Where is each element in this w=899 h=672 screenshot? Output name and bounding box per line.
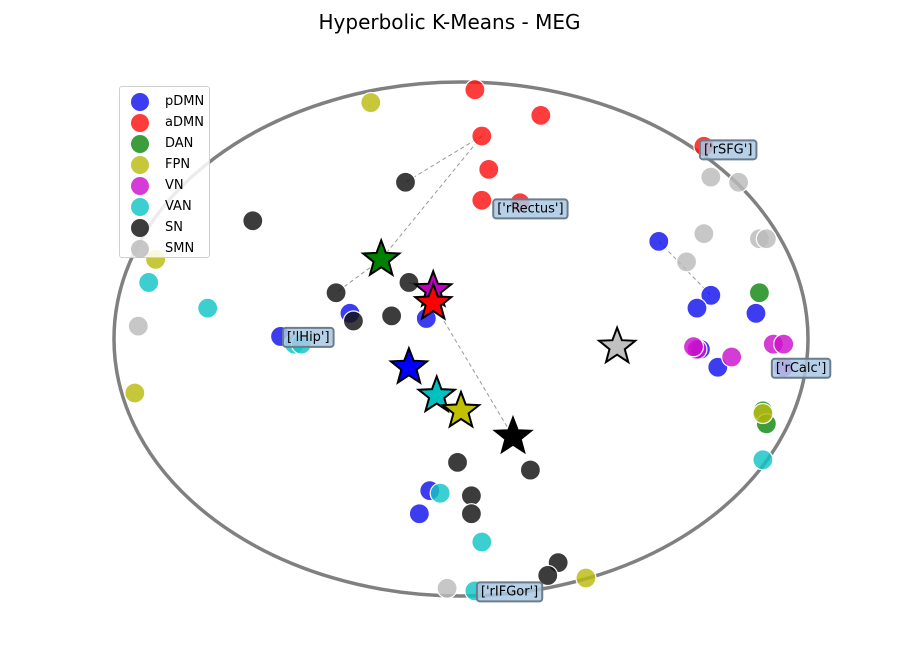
legend-label: FPN bbox=[165, 157, 191, 172]
point-van bbox=[197, 297, 219, 319]
legend-swatch bbox=[131, 155, 149, 174]
centroid-star-sn bbox=[492, 414, 534, 455]
dashed-link bbox=[432, 302, 514, 437]
annotation-text: ['rSFG'] bbox=[704, 142, 752, 157]
point-sn bbox=[519, 459, 542, 481]
annotation-label: ['rCalc'] bbox=[770, 357, 832, 379]
annotation-label: ['rRectus'] bbox=[492, 198, 569, 220]
annotation-box bbox=[282, 326, 335, 348]
point-pdmn bbox=[686, 297, 708, 319]
legend-item-admn: aDMN bbox=[120, 112, 209, 133]
point-van bbox=[471, 531, 493, 553]
point-fpn bbox=[575, 567, 597, 589]
point-sn bbox=[242, 210, 264, 232]
annotation-text: ['rCalc'] bbox=[776, 361, 826, 376]
point-fpn bbox=[752, 402, 774, 425]
annotation-text: ['rIFGor'] bbox=[481, 584, 538, 599]
legend-label: DAN bbox=[165, 136, 194, 151]
centroid-star-fpn bbox=[440, 389, 482, 429]
legend-item-sn: SN bbox=[120, 217, 209, 238]
point-admn bbox=[478, 158, 500, 180]
legend-label: pDMN bbox=[165, 94, 205, 109]
point-sn bbox=[460, 503, 483, 525]
point-smn bbox=[675, 251, 698, 273]
legend: pDMN aDMN DAN FPN VN VAN SN SMN bbox=[119, 86, 210, 258]
point-admn bbox=[530, 104, 552, 127]
point-vn bbox=[721, 346, 743, 368]
dashed-link bbox=[380, 135, 483, 260]
annotation-box bbox=[770, 357, 832, 379]
point-admn bbox=[471, 189, 493, 211]
point-smn bbox=[755, 228, 777, 250]
point-pdmn bbox=[700, 284, 722, 306]
point-pdmn bbox=[745, 302, 767, 324]
centroid-star-admn bbox=[412, 281, 455, 321]
centroid-star-dan bbox=[360, 237, 403, 278]
point-sn bbox=[446, 451, 469, 473]
point-admn bbox=[464, 79, 486, 101]
dashed-links bbox=[335, 135, 712, 437]
legend-label: SMN bbox=[165, 241, 195, 256]
point-smn bbox=[693, 223, 715, 245]
node-annotations: ['rSFG'] ['rRectus'] ['lHip'] ['rCalc'] ['rI… bbox=[282, 139, 832, 603]
point-sn bbox=[398, 271, 420, 294]
legend-item-dan: DAN bbox=[120, 133, 209, 154]
point-sn bbox=[325, 282, 347, 304]
point-van bbox=[429, 482, 451, 504]
legend-swatch bbox=[131, 239, 149, 258]
legend-swatch bbox=[131, 113, 149, 132]
legend-swatch bbox=[131, 134, 149, 153]
centroid-star-smn bbox=[596, 324, 638, 365]
point-sn bbox=[394, 171, 417, 193]
point-sn bbox=[460, 485, 483, 507]
annotation-label: ['rSFG'] bbox=[698, 139, 758, 161]
annotation-box bbox=[475, 581, 544, 603]
annotation-text: ['lHip'] bbox=[287, 330, 330, 345]
legend-item-vn: VN bbox=[120, 175, 209, 196]
point-pdmn bbox=[648, 230, 670, 252]
point-sn bbox=[537, 564, 559, 587]
point-van bbox=[752, 449, 774, 471]
annotation-label: ['rIFGor'] bbox=[475, 581, 544, 603]
legend-label: SN bbox=[165, 220, 183, 235]
centroid-star-pdmn bbox=[388, 345, 430, 385]
point-smn bbox=[700, 166, 722, 188]
legend-label: aDMN bbox=[165, 115, 204, 130]
legend-item-fpn: FPN bbox=[120, 154, 209, 175]
point-fpn bbox=[124, 382, 146, 404]
data-points bbox=[124, 79, 795, 602]
annotation-text: ['rRectus'] bbox=[497, 201, 563, 216]
legend-swatch bbox=[131, 197, 149, 216]
centroid-star-van bbox=[415, 373, 458, 414]
point-admn bbox=[471, 125, 493, 147]
point-vn bbox=[682, 336, 705, 358]
legend-swatch bbox=[131, 218, 149, 237]
legend-swatch bbox=[131, 92, 149, 111]
legend-item-smn: SMN bbox=[120, 238, 209, 259]
point-smn bbox=[127, 315, 149, 337]
chart-title: Hyperbolic K-Means - MEG bbox=[318, 10, 581, 34]
point-sn bbox=[381, 305, 403, 327]
point-fpn bbox=[360, 91, 382, 114]
point-sn bbox=[342, 310, 365, 332]
annotation-box bbox=[698, 139, 758, 161]
point-van bbox=[138, 271, 160, 294]
point-pdmn bbox=[408, 503, 430, 525]
legend-label: VN bbox=[165, 178, 184, 193]
point-smn bbox=[436, 577, 458, 599]
annotation-label: ['lHip'] bbox=[282, 326, 335, 348]
poincare-disk-boundary bbox=[112, 80, 810, 598]
legend-swatch bbox=[131, 176, 149, 195]
annotation-box bbox=[492, 198, 569, 220]
centroid-stars bbox=[360, 237, 638, 455]
point-dan bbox=[748, 282, 771, 304]
legend-label: VAN bbox=[165, 199, 192, 214]
point-smn bbox=[727, 171, 750, 193]
legend-item-pdmn: pDMN bbox=[120, 91, 209, 112]
legend-item-van: VAN bbox=[120, 196, 209, 217]
dashed-link bbox=[405, 135, 483, 183]
point-vn bbox=[773, 333, 795, 355]
